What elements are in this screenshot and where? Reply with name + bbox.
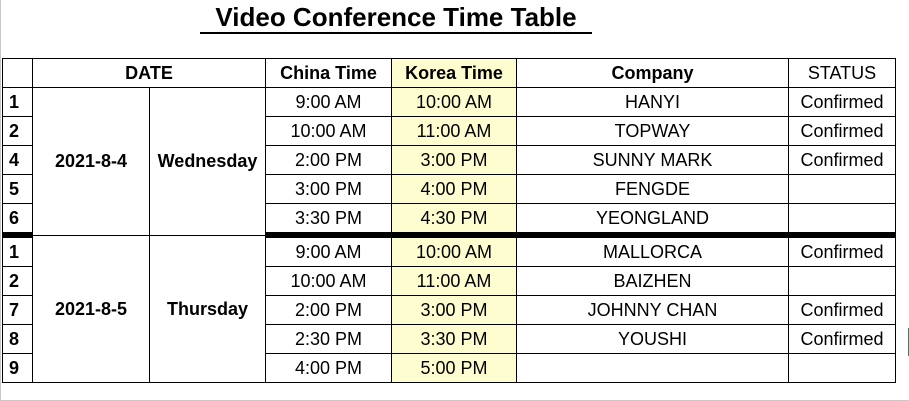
date-cell[interactable]: 2021-8-5 (32, 234, 150, 383)
company-cell[interactable] (516, 353, 789, 383)
timetable: DATE China Time Korea Time Company STATU… (2, 58, 896, 383)
page-title: Video Conference Time Table (200, 0, 592, 34)
weekday-cell[interactable]: Wednesday (149, 87, 266, 236)
status-cell[interactable] (788, 203, 896, 238)
korea-time-cell[interactable]: 3:30 PM (391, 324, 517, 354)
row-index-cell[interactable]: 7 (2, 295, 33, 325)
china-time-cell[interactable]: 9:00 AM (265, 234, 392, 267)
china-time-cell[interactable]: 3:00 PM (265, 174, 392, 204)
header-row: DATE China Time Korea Time Company STATU… (2, 58, 896, 88)
china-time-cell[interactable]: 2:00 PM (265, 145, 392, 175)
korea-time-cell[interactable]: 4:30 PM (391, 203, 517, 238)
table-row: 1 2021-8-4 Wednesday 9:00 AM 10:00 AM HANYI Co… (2, 87, 896, 236)
korea-time-cell[interactable]: 10:00 AM (391, 87, 517, 117)
china-time-header[interactable]: China Time (265, 58, 392, 88)
korea-time-cell[interactable]: 11:00 AM (391, 266, 517, 296)
status-cell[interactable]: Confirmed (788, 234, 896, 267)
status-cell[interactable]: Confirmed (788, 116, 896, 146)
status-cell[interactable]: Confirmed (788, 295, 896, 325)
sheet-left-border (0, 0, 1, 401)
status-cell[interactable]: Confirmed (788, 324, 896, 354)
china-time-cell[interactable]: 4:00 PM (265, 353, 392, 383)
row-index-cell[interactable]: 4 (2, 145, 33, 175)
row-index-cell[interactable]: 2 (2, 266, 33, 296)
table-row: 2 10:00 AM 11:00 AM TOPWAY Confirmed (2, 116, 896, 146)
korea-time-cell[interactable]: 4:00 PM (391, 174, 517, 204)
row-index-cell[interactable]: 8 (2, 324, 33, 354)
table-row: 8 2:30 PM 3:30 PM YOUSHI Confirmed (2, 324, 896, 354)
korea-time-cell[interactable]: 10:00 AM (391, 234, 517, 267)
korea-time-cell[interactable]: 11:00 AM (391, 116, 517, 146)
korea-time-cell[interactable]: 5:00 PM (391, 353, 517, 383)
table-row: 6 3:30 PM 4:30 PM YEONGLAND (2, 203, 896, 238)
status-header[interactable]: STATUS (788, 58, 896, 88)
china-time-cell[interactable]: 10:00 AM (265, 116, 392, 146)
company-cell[interactable]: MALLORCA (516, 234, 789, 267)
china-time-cell[interactable]: 3:30 PM (265, 203, 392, 238)
company-cell[interactable]: JOHNNY CHAN (516, 295, 789, 325)
china-time-cell[interactable]: 10:00 AM (265, 266, 392, 296)
status-cell[interactable] (788, 353, 896, 383)
row-index-cell[interactable]: 2 (2, 116, 33, 146)
row-index-cell[interactable]: 5 (2, 174, 33, 204)
company-cell[interactable]: SUNNY MARK (516, 145, 789, 175)
company-cell[interactable]: YOUSHI (516, 324, 789, 354)
table-row: 2 10:00 AM 11:00 AM BAIZHEN (2, 266, 896, 296)
table-row: 7 2:00 PM 3:00 PM JOHNNY CHAN Confirmed (2, 295, 896, 325)
company-header[interactable]: Company (516, 58, 789, 88)
row-index-cell[interactable]: 1 (2, 234, 33, 267)
company-cell[interactable]: BAIZHEN (516, 266, 789, 296)
china-time-cell[interactable]: 9:00 AM (265, 87, 392, 117)
korea-time-cell[interactable]: 3:00 PM (391, 295, 517, 325)
company-cell[interactable]: TOPWAY (516, 116, 789, 146)
company-cell[interactable]: FENGDE (516, 174, 789, 204)
status-cell[interactable] (788, 174, 896, 204)
company-cell[interactable]: HANYI (516, 87, 789, 117)
korea-time-cell[interactable]: 3:00 PM (391, 145, 517, 175)
row-index-cell[interactable]: 1 (2, 87, 33, 117)
china-time-cell[interactable]: 2:00 PM (265, 295, 392, 325)
index-header[interactable] (2, 58, 33, 88)
status-cell[interactable]: Confirmed (788, 87, 896, 117)
table-row: 9 4:00 PM 5:00 PM (2, 353, 896, 383)
weekday-cell[interactable]: Thursday (149, 234, 266, 383)
china-time-cell[interactable]: 2:30 PM (265, 324, 392, 354)
status-cell[interactable]: Confirmed (788, 145, 896, 175)
date-cell[interactable]: 2021-8-4 (32, 87, 150, 236)
date-header[interactable]: DATE (32, 58, 266, 88)
status-cell[interactable] (788, 266, 896, 296)
row-index-cell[interactable]: 6 (2, 203, 33, 238)
table-row: 1 2021-8-5 Thursday 9:00 AM 10:00 AM MALLORCA… (2, 234, 896, 383)
row-index-cell[interactable]: 9 (2, 353, 33, 383)
company-cell[interactable]: YEONGLAND (516, 203, 789, 238)
korea-time-header[interactable]: Korea Time (391, 58, 517, 88)
table-row: 5 3:00 PM 4:00 PM FENGDE (2, 174, 896, 204)
